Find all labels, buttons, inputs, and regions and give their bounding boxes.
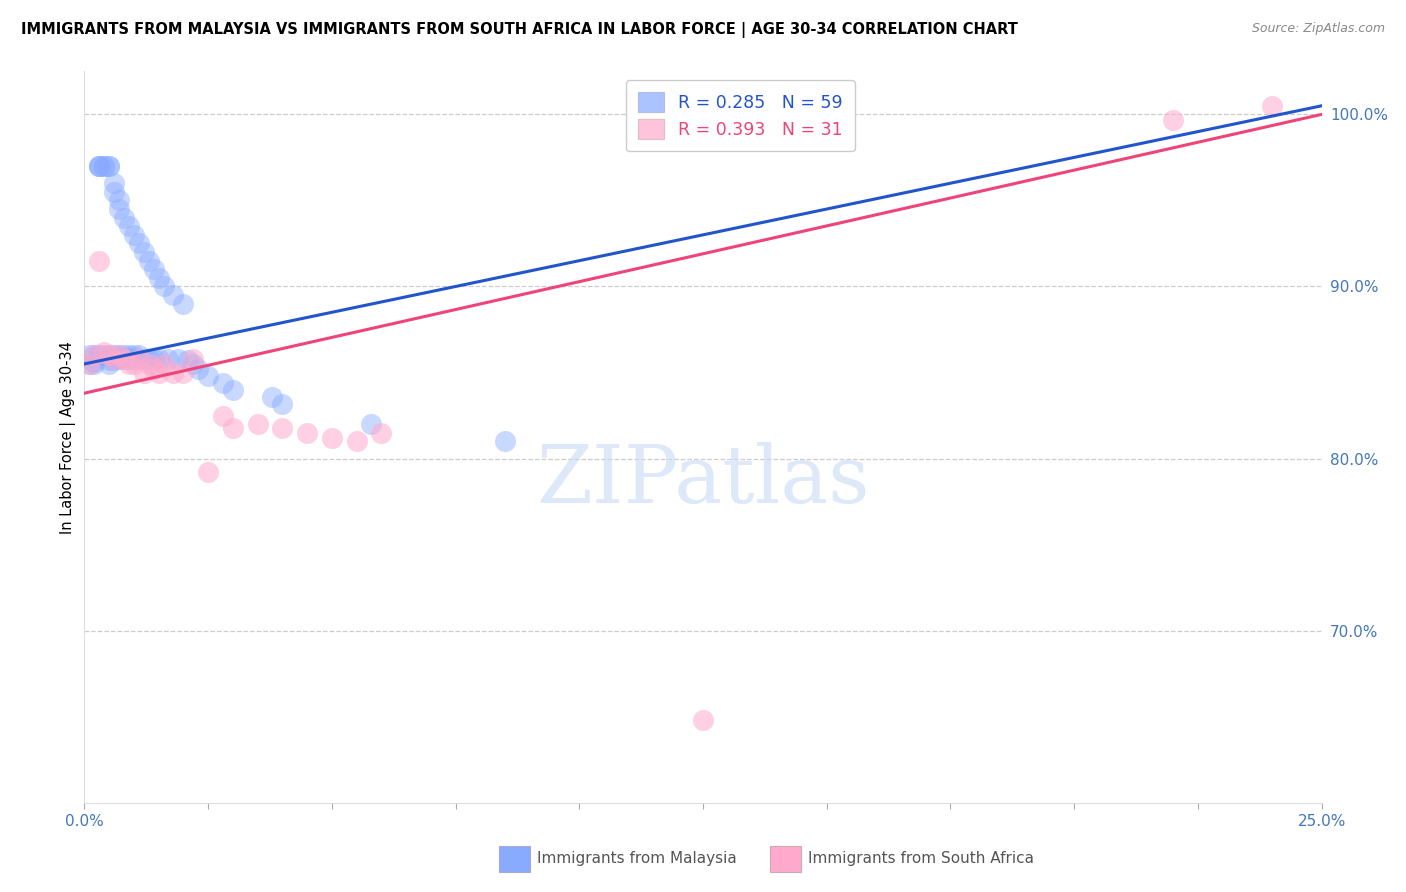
Point (162, 366, 184, 380)
Y-axis label: In Labor Force | Age 30-34: In Labor Force | Age 30-34 (60, 341, 76, 533)
Point (89, 159, 111, 173)
Point (346, 434, 368, 449)
Point (132, 366, 155, 380)
Point (177, 353, 200, 368)
Point (148, 366, 170, 380)
Point (271, 420, 294, 434)
Point (103, 185, 125, 199)
Point (112, 351, 135, 366)
Point (108, 348, 131, 362)
Point (122, 227, 145, 242)
Point (222, 420, 245, 434)
Point (122, 351, 145, 366)
Point (79, 348, 101, 362)
Text: Immigrants from Malaysia: Immigrants from Malaysia (537, 851, 737, 865)
Point (128, 348, 150, 362)
Point (83, 348, 105, 362)
Point (93, 159, 115, 173)
Point (262, 390, 284, 404)
Point (138, 351, 160, 366)
Point (98, 348, 121, 362)
Point (148, 271, 170, 285)
Point (83, 355, 105, 369)
Point (197, 466, 219, 480)
Point (118, 357, 141, 371)
Point (79, 357, 101, 371)
Point (112, 351, 135, 366)
Point (167, 351, 190, 366)
Point (93, 159, 115, 173)
Point (112, 348, 135, 362)
Point (108, 348, 131, 362)
Point (98, 348, 121, 362)
Point (83, 348, 105, 362)
Point (1161, 112, 1184, 127)
Point (128, 351, 150, 366)
Point (162, 288, 184, 302)
Point (1261, 99, 1284, 113)
Point (295, 425, 318, 440)
Point (187, 362, 209, 376)
Point (108, 194, 131, 208)
Point (246, 417, 269, 432)
Point (128, 236, 150, 251)
Point (212, 409, 235, 423)
Point (103, 353, 125, 368)
Point (692, 713, 714, 727)
Point (152, 357, 174, 371)
Point (103, 348, 125, 362)
Point (172, 296, 194, 310)
Point (98, 159, 121, 173)
Point (122, 357, 145, 371)
Legend: R = 0.285   N = 59, R = 0.393   N = 31: R = 0.285 N = 59, R = 0.393 N = 31 (626, 80, 855, 152)
Point (79, 357, 101, 371)
Point (83, 357, 105, 371)
Text: Immigrants from South Africa: Immigrants from South Africa (808, 851, 1035, 865)
Point (142, 262, 165, 277)
Text: ZIPatlas: ZIPatlas (536, 442, 870, 520)
Point (138, 253, 160, 268)
Point (181, 351, 204, 366)
Point (118, 219, 141, 234)
Point (103, 176, 125, 190)
Point (197, 369, 219, 384)
Point (93, 348, 115, 362)
Point (142, 351, 165, 366)
Point (138, 357, 160, 371)
Point (89, 348, 111, 362)
Point (222, 383, 245, 397)
Point (181, 357, 204, 371)
Point (118, 351, 141, 366)
Point (98, 159, 121, 173)
Point (172, 366, 194, 380)
Point (148, 351, 170, 366)
Point (271, 396, 294, 410)
Point (212, 376, 235, 390)
Point (93, 344, 115, 359)
Point (118, 348, 141, 362)
Point (98, 357, 121, 371)
Point (132, 245, 155, 260)
Point (89, 159, 111, 173)
Point (152, 279, 174, 293)
Point (142, 362, 165, 376)
Point (132, 351, 155, 366)
Point (108, 351, 131, 366)
Point (321, 431, 343, 445)
Point (89, 253, 111, 268)
Text: Source: ZipAtlas.com: Source: ZipAtlas.com (1251, 22, 1385, 36)
Point (98, 353, 121, 368)
Point (494, 434, 516, 449)
Point (103, 351, 125, 366)
Point (157, 351, 180, 366)
Point (360, 417, 382, 432)
Point (89, 159, 111, 173)
Point (112, 211, 135, 225)
Text: IMMIGRANTS FROM MALAYSIA VS IMMIGRANTS FROM SOUTH AFRICA IN LABOR FORCE | AGE 30: IMMIGRANTS FROM MALAYSIA VS IMMIGRANTS F… (21, 22, 1018, 38)
Point (108, 202, 131, 216)
Point (370, 425, 392, 440)
Point (122, 348, 145, 362)
